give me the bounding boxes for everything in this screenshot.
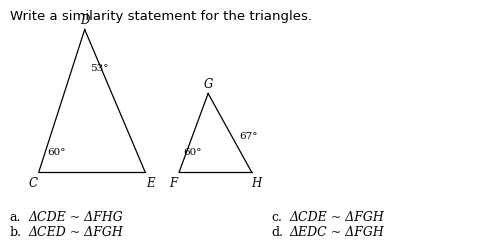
- Text: 60°: 60°: [183, 148, 201, 157]
- Text: Write a similarity statement for the triangles.: Write a similarity statement for the tri…: [10, 10, 312, 23]
- Text: ΔCDE ~ ΔFGH: ΔCDE ~ ΔFGH: [289, 211, 384, 224]
- Text: F: F: [169, 177, 177, 190]
- Text: G: G: [203, 78, 213, 91]
- Text: E: E: [146, 177, 154, 190]
- Text: 60°: 60°: [47, 148, 66, 157]
- Text: 67°: 67°: [240, 132, 258, 141]
- Text: ΔEDC ~ ΔFGH: ΔEDC ~ ΔFGH: [289, 226, 384, 239]
- Text: d.: d.: [271, 226, 283, 239]
- Text: a.: a.: [10, 211, 21, 224]
- Text: 53°: 53°: [91, 64, 109, 73]
- Text: D: D: [80, 15, 90, 27]
- Text: c.: c.: [271, 211, 282, 224]
- Text: b.: b.: [10, 226, 22, 239]
- Text: C: C: [29, 177, 37, 190]
- Text: ΔCDE ~ ΔFHG: ΔCDE ~ ΔFHG: [28, 211, 123, 224]
- Text: H: H: [251, 177, 262, 190]
- Text: ΔCED ~ ΔFGH: ΔCED ~ ΔFGH: [28, 226, 123, 239]
